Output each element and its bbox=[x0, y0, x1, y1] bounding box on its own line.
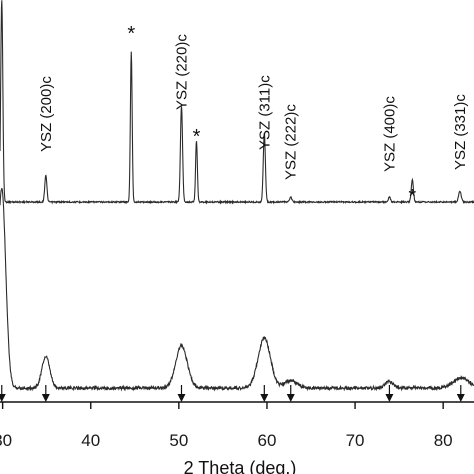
peak-label: YSZ (400)c bbox=[381, 96, 398, 172]
reference-arrow bbox=[385, 385, 394, 402]
reference-arrow bbox=[41, 385, 50, 402]
x-tick-label: 80 bbox=[434, 431, 453, 450]
star-marker: * bbox=[408, 186, 416, 208]
peak-label: YSZ (220)c bbox=[173, 34, 190, 110]
traces bbox=[0, 0, 474, 392]
x-tick-label: 30 bbox=[0, 431, 12, 450]
reference-arrow bbox=[260, 385, 269, 402]
x-axis: 30 40 50 60 70 80 bbox=[0, 401, 474, 450]
x-tick-label: 50 bbox=[169, 431, 188, 450]
x-tick-label: 40 bbox=[81, 431, 100, 450]
top-pattern-line bbox=[0, 0, 474, 205]
reference-arrows bbox=[0, 385, 465, 402]
peak-label: YSZ (331)c bbox=[452, 94, 469, 170]
reference-arrow bbox=[0, 385, 6, 402]
star-marker: * bbox=[193, 126, 201, 148]
x-axis-title: 2 Theta (deg.) bbox=[184, 458, 297, 474]
x-tick-label: 70 bbox=[346, 431, 365, 450]
peak-label: YSZ (200)c bbox=[38, 76, 55, 152]
star-marker: * bbox=[127, 23, 135, 45]
reference-arrow bbox=[286, 385, 295, 402]
reference-arrow bbox=[456, 385, 465, 402]
x-tick-label: 60 bbox=[257, 431, 276, 450]
bottom-pattern-line bbox=[0, 187, 474, 392]
peak-label: YSZ (311)c bbox=[256, 75, 273, 150]
reference-arrow bbox=[177, 385, 186, 402]
peak-labels: YSZ (200)c YSZ (220)c YSZ (311)c YSZ (222)c… bbox=[38, 23, 469, 208]
peak-label: YSZ (222)c bbox=[283, 104, 300, 180]
